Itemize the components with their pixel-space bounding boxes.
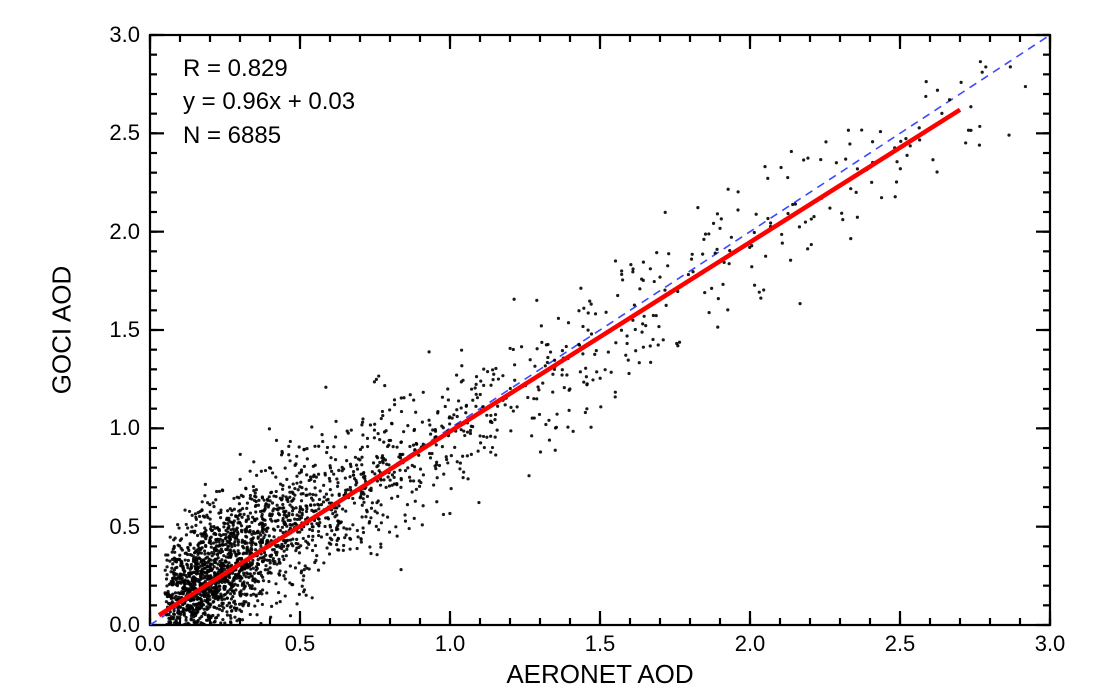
y-tick-label: 0.5 <box>109 514 140 540</box>
y-tick-label: 3.0 <box>109 22 140 48</box>
x-axis-label: AERONET AOD <box>506 659 693 690</box>
y-tick-label: 1.5 <box>109 317 140 343</box>
scatter-plot: AERONET AOD GOCI AOD R = 0.829 y = 0.96x … <box>0 0 1118 696</box>
x-tick-label: 1.5 <box>585 631 616 657</box>
y-tick-label: 0.0 <box>109 612 140 638</box>
stats-line: y = 0.96x + 0.03 <box>183 88 355 116</box>
x-tick-label: 2.0 <box>735 631 766 657</box>
plot-svg <box>0 0 1118 696</box>
y-tick-label: 2.5 <box>109 120 140 146</box>
x-tick-label: 0.5 <box>285 631 316 657</box>
stats-line: R = 0.829 <box>183 55 288 83</box>
x-tick-label: 1.0 <box>435 631 466 657</box>
x-tick-label: 3.0 <box>1035 631 1066 657</box>
stats-line: N = 6885 <box>183 122 281 150</box>
y-axis-label: GOCI AOD <box>47 266 78 395</box>
y-tick-label: 2.0 <box>109 219 140 245</box>
y-tick-label: 1.0 <box>109 415 140 441</box>
x-tick-label: 2.5 <box>885 631 916 657</box>
